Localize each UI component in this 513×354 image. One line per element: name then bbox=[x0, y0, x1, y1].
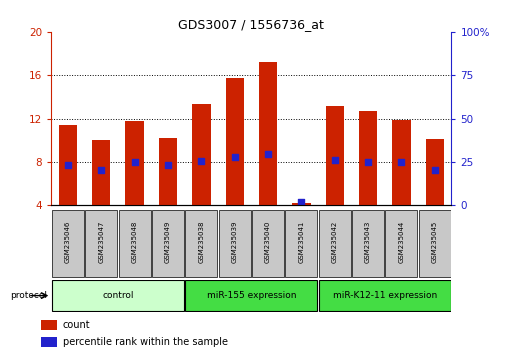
Bar bbox=[292, 203, 310, 205]
Point bbox=[330, 157, 339, 162]
Point bbox=[364, 159, 372, 165]
Text: GSM235045: GSM235045 bbox=[432, 221, 438, 263]
Text: GDS3007 / 1556736_at: GDS3007 / 1556736_at bbox=[179, 18, 324, 31]
Bar bbox=[59, 125, 77, 205]
Bar bbox=[319, 280, 451, 311]
Bar bbox=[159, 138, 177, 205]
Bar bbox=[259, 62, 277, 205]
Text: GSM235039: GSM235039 bbox=[232, 221, 238, 263]
Text: GSM235049: GSM235049 bbox=[165, 221, 171, 263]
Point bbox=[430, 167, 439, 172]
Point bbox=[397, 159, 405, 165]
Text: GSM235041: GSM235041 bbox=[299, 221, 304, 263]
Text: miR-K12-11 expression: miR-K12-11 expression bbox=[332, 291, 437, 300]
Text: GSM235042: GSM235042 bbox=[332, 221, 338, 263]
Text: control: control bbox=[102, 291, 134, 300]
Bar bbox=[326, 105, 344, 205]
Bar bbox=[52, 280, 184, 311]
Bar bbox=[192, 104, 210, 205]
Bar bbox=[352, 210, 384, 277]
Point bbox=[197, 158, 205, 164]
Text: GSM235048: GSM235048 bbox=[132, 221, 137, 263]
Bar bbox=[41, 320, 57, 330]
Bar bbox=[92, 140, 110, 205]
Bar bbox=[52, 210, 84, 277]
Bar bbox=[41, 337, 57, 347]
Text: GSM235044: GSM235044 bbox=[399, 221, 404, 263]
Bar bbox=[85, 210, 117, 277]
Bar bbox=[319, 210, 351, 277]
Bar bbox=[152, 210, 184, 277]
Text: protocol: protocol bbox=[10, 291, 47, 300]
Text: GSM235046: GSM235046 bbox=[65, 221, 71, 263]
Text: GSM235043: GSM235043 bbox=[365, 221, 371, 263]
Point bbox=[230, 154, 239, 159]
Bar bbox=[392, 120, 410, 205]
Bar bbox=[385, 210, 418, 277]
Text: percentile rank within the sample: percentile rank within the sample bbox=[63, 337, 228, 347]
Bar bbox=[185, 210, 218, 277]
Bar bbox=[119, 210, 151, 277]
Text: GSM235047: GSM235047 bbox=[98, 221, 104, 263]
Point bbox=[97, 167, 106, 172]
Point bbox=[297, 199, 305, 205]
Bar bbox=[126, 121, 144, 205]
Point bbox=[264, 152, 272, 157]
Bar bbox=[219, 210, 251, 277]
Text: count: count bbox=[63, 320, 90, 330]
Bar bbox=[419, 210, 451, 277]
Text: GSM235040: GSM235040 bbox=[265, 221, 271, 263]
Point bbox=[164, 162, 172, 168]
Bar bbox=[252, 210, 284, 277]
Bar bbox=[185, 280, 318, 311]
Bar bbox=[226, 79, 244, 205]
Point bbox=[130, 159, 139, 165]
Text: GSM235038: GSM235038 bbox=[199, 221, 204, 263]
Bar bbox=[359, 111, 377, 205]
Bar bbox=[285, 210, 318, 277]
Point bbox=[64, 162, 72, 168]
Text: miR-155 expression: miR-155 expression bbox=[207, 291, 296, 300]
Bar bbox=[426, 139, 444, 205]
